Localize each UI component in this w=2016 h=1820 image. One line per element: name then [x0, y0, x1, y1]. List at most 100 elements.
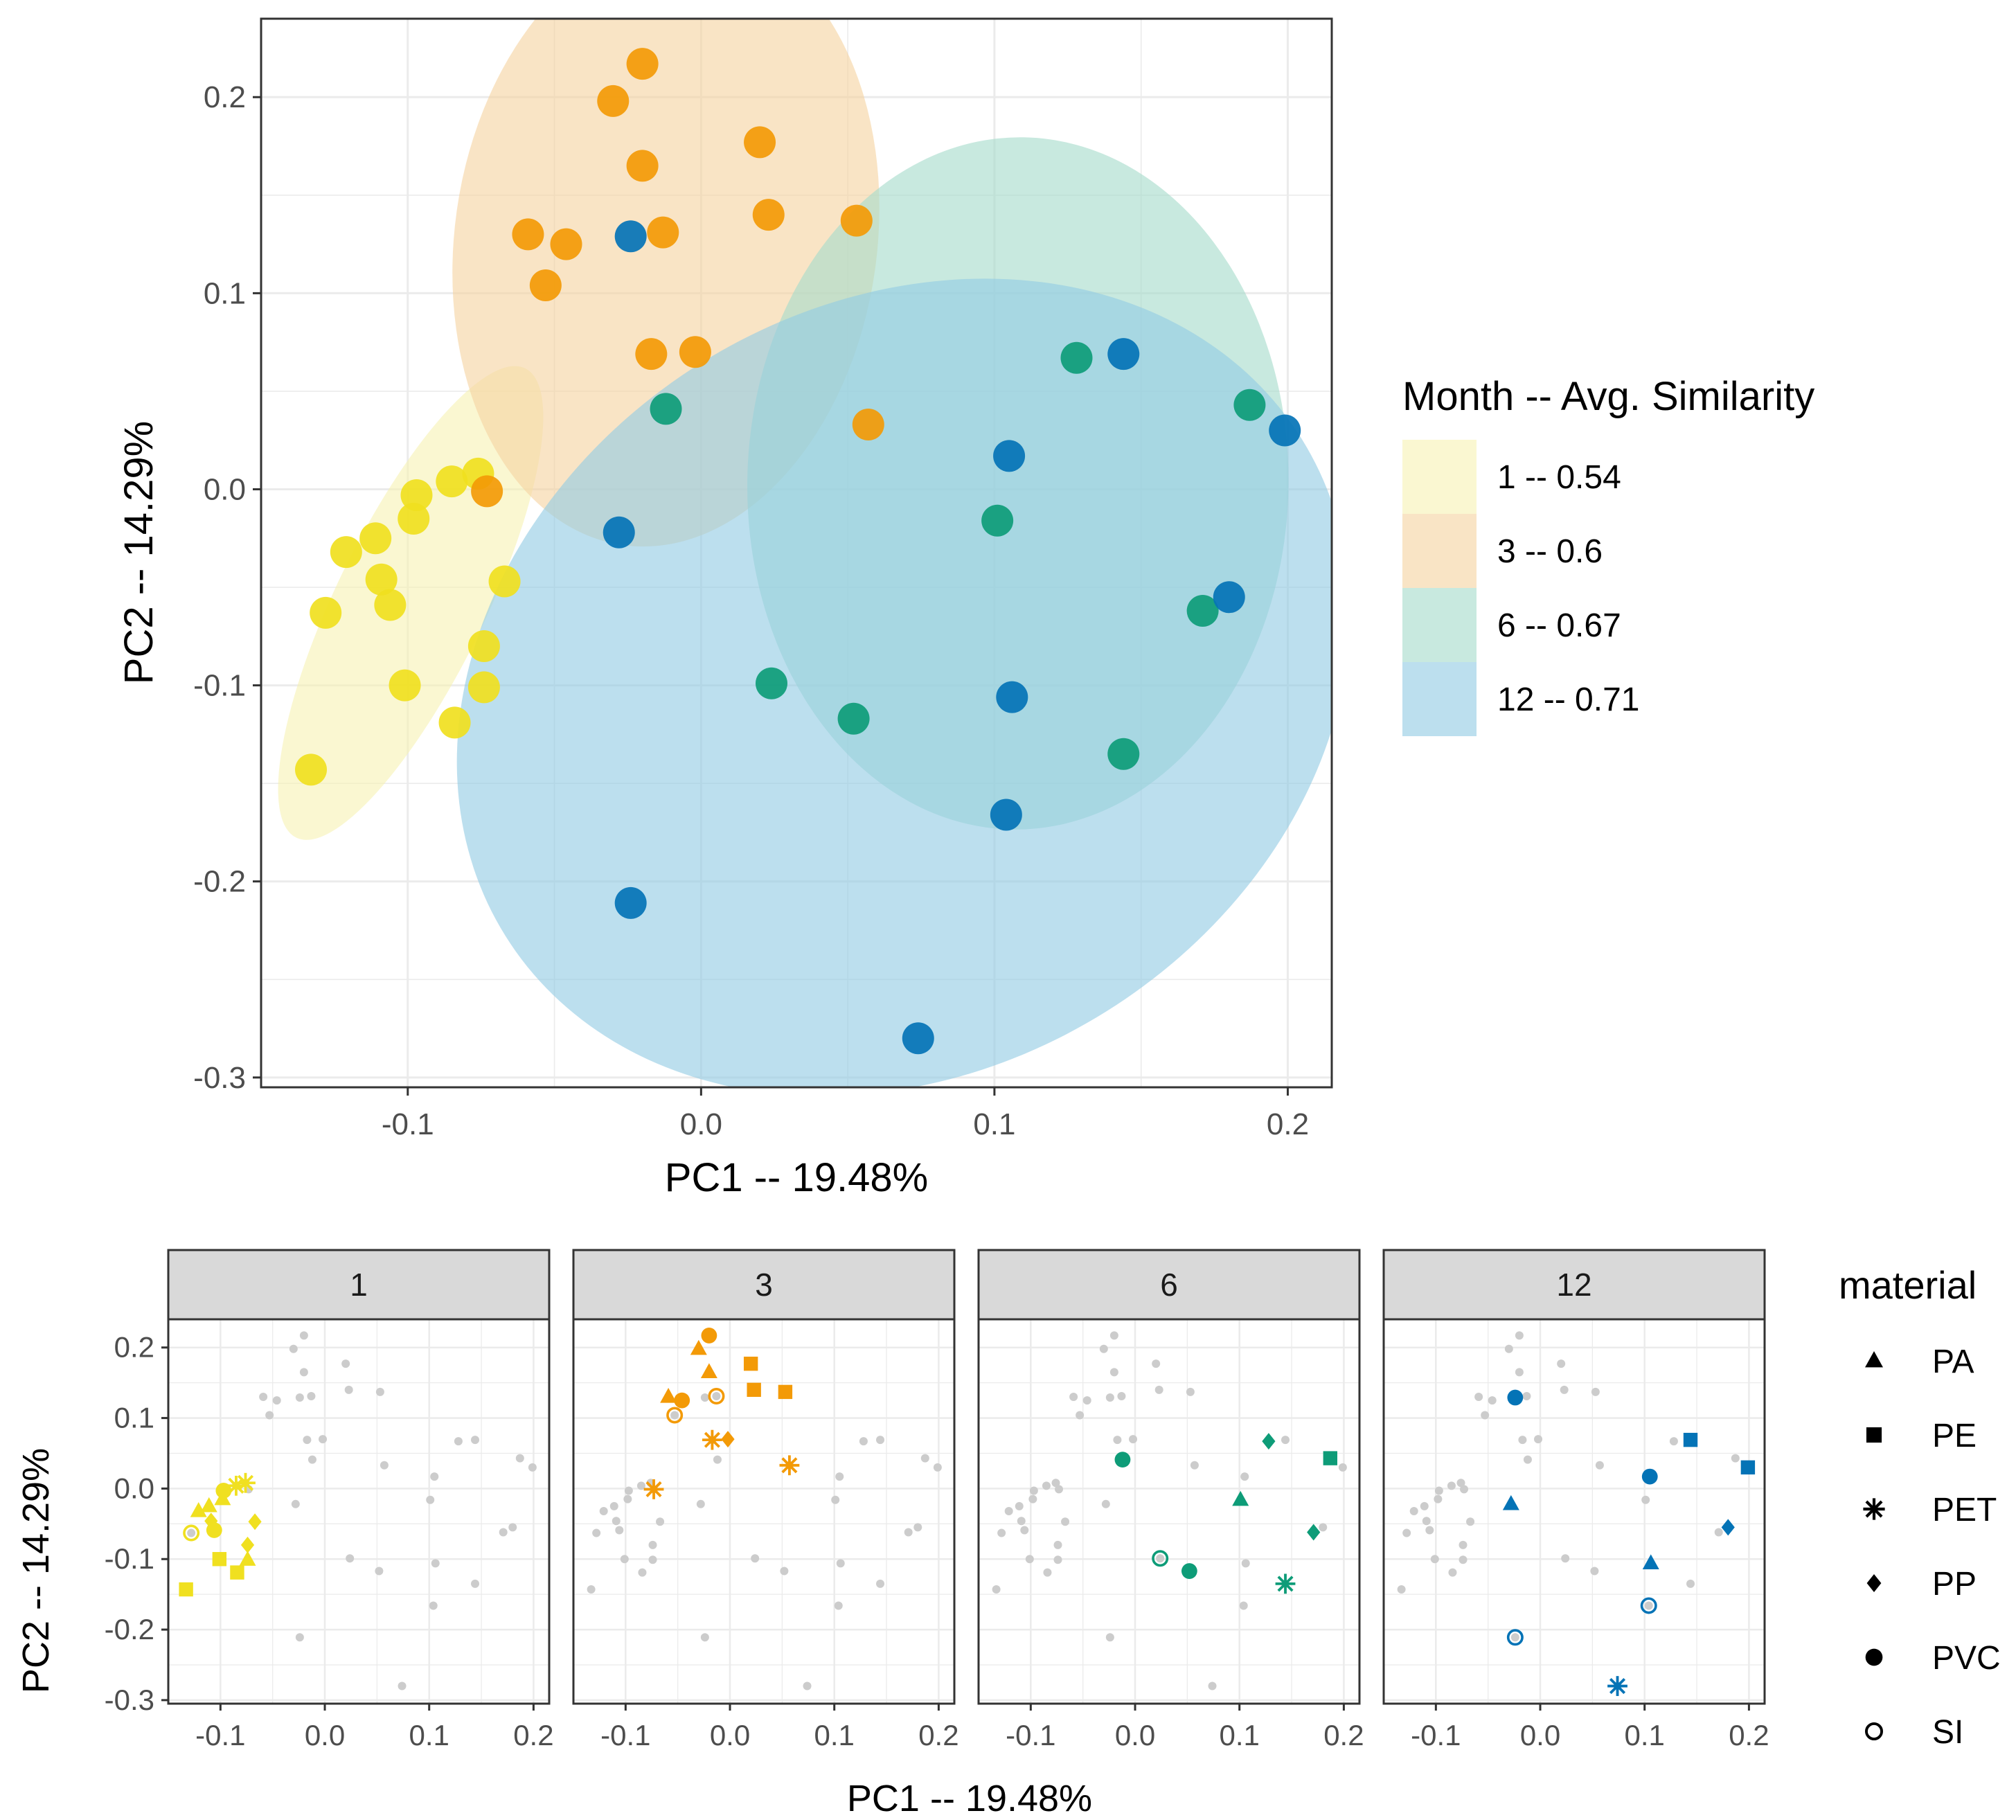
background-point — [1061, 1517, 1070, 1526]
material-point-pa — [1502, 1495, 1519, 1510]
main-axes: -0.1 0.0 0.1 0.2 -0.3 -0.2 -0.1 0.0 0.1 0.2 — [193, 80, 1309, 1141]
background-point — [454, 1437, 463, 1446]
material-point-pvc — [674, 1392, 690, 1409]
y-tick-label: 0.0 — [204, 472, 246, 506]
facet-strip-1: 1 — [167, 1249, 551, 1321]
background-point — [656, 1517, 665, 1526]
background-point — [1109, 1331, 1118, 1340]
point-month-12 — [1213, 581, 1245, 614]
material-point-pet — [1275, 1573, 1296, 1594]
facet-panel-border — [1382, 1318, 1766, 1705]
facet-x-tick-label: 0.1 — [409, 1719, 449, 1751]
background-point — [1043, 1568, 1052, 1577]
legend-item-pp: PP — [1866, 1566, 1977, 1603]
background-point — [346, 1554, 355, 1563]
background-point — [876, 1436, 885, 1445]
material-point-pe — [778, 1384, 793, 1400]
facet-points — [1502, 1389, 1756, 1696]
background-point — [700, 1633, 709, 1642]
point-month-3 — [840, 204, 873, 237]
legend-item-month-12: 12 -- 0.71 — [1402, 662, 1639, 736]
material-point-pet — [1607, 1676, 1627, 1696]
x-tick-label: 0.2 — [1267, 1107, 1309, 1141]
background-point — [1402, 1528, 1411, 1537]
legend-label-month-6: 6 -- 0.67 — [1497, 607, 1621, 644]
background-point — [1459, 1555, 1468, 1564]
material-point-pa — [700, 1363, 717, 1379]
background-point — [712, 1392, 721, 1400]
facet-panels: 1 -0.1 0.0 0.1 0.2 3 -0.1 0.0 0.1 0.2 6 -0.1 0.0 0.1 0… — [167, 1249, 1769, 1751]
legend-item-month-6: 6 -- 0.67 — [1402, 588, 1621, 662]
background-point — [933, 1463, 942, 1472]
background-point — [1152, 1359, 1161, 1368]
background-point — [587, 1585, 596, 1594]
material-point-si — [708, 1388, 725, 1405]
background-point — [1015, 1501, 1024, 1510]
material-point-pp — [721, 1431, 735, 1448]
legend-label-month-1: 1 -- 0.54 — [1497, 459, 1621, 496]
material-point-pvc — [1181, 1563, 1197, 1579]
background-point — [1515, 1331, 1524, 1340]
background-point — [1504, 1344, 1513, 1353]
point-month-1 — [436, 465, 468, 498]
x-tick-label: -0.1 — [382, 1107, 434, 1141]
background-point — [1241, 1559, 1250, 1568]
background-point — [1281, 1436, 1290, 1445]
y-tick-label: 0.1 — [204, 276, 246, 310]
legend-key-month-1 — [1402, 440, 1477, 514]
background-point — [429, 1601, 438, 1610]
background-point — [515, 1454, 524, 1463]
point-month-1 — [374, 589, 407, 621]
facet-gridlines — [1384, 1319, 1765, 1704]
background-point — [1459, 1540, 1468, 1549]
point-month-3 — [512, 218, 544, 251]
facet-panel-3: 3 -0.1 0.0 0.1 0.2 — [572, 1249, 959, 1751]
month-legend-items: 1 -- 0.54 3 -- 0.6 6 -- 0.67 12 -- 0.71 — [1402, 440, 1639, 736]
background-point — [1488, 1396, 1497, 1405]
background-point — [1029, 1486, 1038, 1495]
material-point-pa — [660, 1388, 677, 1403]
point-month-6 — [1233, 389, 1266, 421]
background-point — [859, 1437, 868, 1446]
background-point — [612, 1517, 621, 1526]
background-point — [1069, 1393, 1078, 1402]
legend-label-pa: PA — [1932, 1344, 1974, 1380]
legend-key-pe — [1866, 1427, 1882, 1443]
background-point — [398, 1681, 407, 1690]
background-point — [1239, 1601, 1248, 1610]
point-month-6 — [1060, 341, 1093, 374]
background-point — [430, 1472, 439, 1481]
background-point — [1534, 1435, 1543, 1444]
background-point — [1515, 1368, 1524, 1377]
facet-strip-background — [977, 1249, 1361, 1321]
facet-strip-6: 6 — [977, 1249, 1361, 1321]
point-month-6 — [755, 667, 787, 699]
facet-panel-6: 6 -0.1 0.0 0.1 0.2 — [977, 1249, 1364, 1751]
point-month-3 — [471, 475, 503, 508]
background-point — [1004, 1506, 1013, 1515]
background-point — [1460, 1485, 1469, 1494]
background-point — [904, 1528, 913, 1537]
material-point-pet — [235, 1472, 256, 1493]
background-point — [1561, 1554, 1570, 1563]
background-point — [1042, 1481, 1051, 1490]
point-month-3 — [647, 216, 679, 249]
point-month-1 — [467, 671, 500, 704]
legend-key-si — [1864, 1722, 1883, 1740]
background-point — [1055, 1485, 1064, 1494]
point-month-1 — [365, 563, 398, 596]
point-month-3 — [626, 150, 659, 182]
material-point-pe — [230, 1565, 244, 1580]
point-month-1 — [295, 753, 328, 786]
facet-points — [179, 1472, 262, 1597]
point-month-1 — [400, 479, 433, 511]
background-point — [696, 1499, 705, 1508]
legend-item-month-3: 3 -- 0.6 — [1402, 514, 1603, 588]
month-legend-title: Month -- Avg. Similarity — [1402, 374, 1814, 419]
material-point-pvc — [1507, 1389, 1524, 1406]
material-legend-items: PA PE PET PP PVC SI — [1863, 1344, 2001, 1751]
facet-y-tick-label: -0.1 — [105, 1542, 154, 1575]
asterisk-stroke — [1865, 1500, 1883, 1518]
background-point — [1105, 1633, 1114, 1642]
ellipse-month-12 — [456, 278, 1332, 1087]
